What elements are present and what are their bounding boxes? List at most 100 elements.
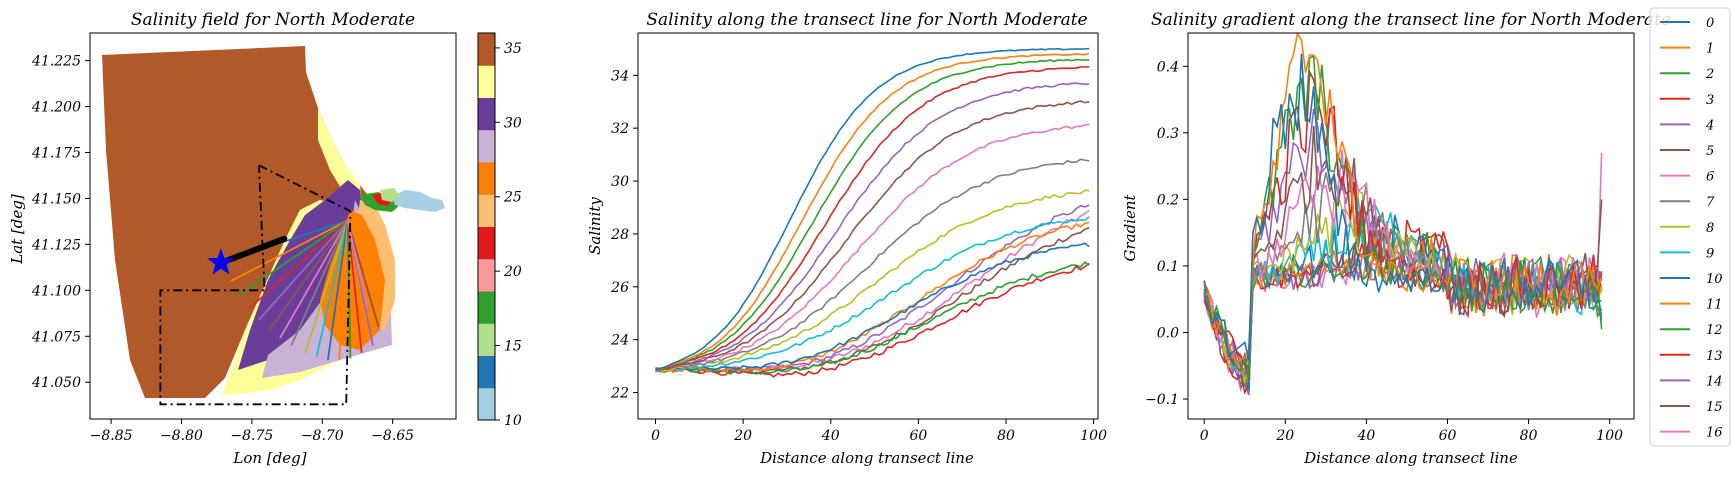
map-y-ticks: 41.050 41.075 41.100 41.125 41.150 41.175 41.2… — [31, 54, 90, 391]
salinity-x-tick-label: 20 — [733, 428, 752, 444]
map-x-label: Lon [deg] — [232, 449, 306, 467]
gradient-x-label: Distance along transect line — [1303, 449, 1518, 467]
field-region-river-plume — [392, 190, 445, 212]
colorbar-segment — [478, 194, 495, 227]
map-overlays — [159, 164, 380, 406]
legend-label-8: 8 — [1706, 221, 1714, 236]
colorbar-segment — [478, 97, 495, 131]
map-x-tick-label: −8.75 — [230, 428, 273, 444]
map-y-tick-label: 41.150 — [31, 191, 81, 207]
legend-label-4: 4 — [1705, 118, 1714, 133]
salinity-series-7 — [655, 158, 1090, 370]
salinity-series-5 — [655, 100, 1090, 372]
gradient-y-tick-label: 0.2 — [1157, 192, 1179, 208]
transect-line-5 — [268, 219, 349, 332]
colorbar-tick-label: 15 — [504, 339, 522, 355]
gradient-axes-frame — [1187, 32, 1635, 420]
legend-label-14: 14 — [1706, 374, 1723, 389]
colorbar-segment — [478, 387, 495, 421]
salinity-series-3 — [655, 66, 1090, 370]
gradient-series-4 — [1203, 107, 1603, 376]
colorbar-segment — [478, 162, 495, 195]
map-y-tick-label: 41.200 — [31, 100, 81, 116]
gradient-series-6 — [1203, 149, 1603, 374]
colorbar-tick-label: 35 — [504, 41, 522, 57]
colorbar-frame — [477, 32, 496, 421]
salinity-y-tick-label: 32 — [611, 121, 629, 137]
map-panel: Salinity field for North Moderate −8.85 −… — [8, 10, 522, 467]
salinity-x-ticks: 0 20 40 60 80 100 — [651, 419, 1107, 444]
colorbar-segment — [478, 65, 495, 98]
salinity-y-tick-label: 26 — [610, 280, 629, 296]
gradient-y-tick-label: 0.3 — [1157, 126, 1179, 142]
gradient-y-tick-label: 0.4 — [1157, 59, 1179, 75]
gradient-series-0 — [1203, 53, 1602, 361]
colorbar-ticks: 10 15 20 25 30 35 — [495, 41, 522, 429]
transect-line-12 — [346, 220, 352, 359]
gradient-x-tick-label: 20 — [1275, 428, 1294, 444]
gradient-y-tick-label: 0.1 — [1157, 259, 1179, 275]
map-title: Salinity field for North Moderate — [131, 10, 415, 30]
map-y-tick-label: 41.225 — [31, 54, 81, 70]
gradient-y-label: Gradient — [1121, 193, 1139, 261]
map-x-tick-label: −8.70 — [301, 428, 344, 444]
field-region-27 — [320, 210, 385, 350]
transect-line-3 — [248, 219, 349, 310]
salinity-series-0 — [655, 47, 1090, 371]
salinity-y-label: Salinity — [586, 197, 604, 255]
salinity-series-6 — [655, 123, 1090, 372]
legend-label-12: 12 — [1706, 323, 1723, 338]
colorbar-segment — [478, 355, 495, 389]
legend-label-16: 16 — [1706, 426, 1723, 441]
salinity-panel: Salinity along the transect line for Nor… — [586, 10, 1107, 467]
gradient-y-tick-label: 0.0 — [1157, 325, 1179, 341]
salinity-series-10 — [655, 242, 1090, 372]
colorbar-tick-label: 20 — [503, 264, 522, 280]
gradient-series — [1203, 33, 1603, 396]
star-marker-icon — [207, 248, 235, 275]
gradient-y-tick-label: −0.1 — [1145, 392, 1179, 408]
salinity-x-tick-label: 0 — [651, 428, 660, 444]
salinity-x-tick-label: 100 — [1080, 428, 1107, 444]
colorbar-tick-label: 10 — [504, 413, 522, 429]
salinity-series — [655, 47, 1090, 378]
colorbar-tick-label: 30 — [504, 115, 522, 131]
map-y-tick-label: 41.175 — [31, 145, 81, 161]
salinity-series-12 — [655, 261, 1090, 375]
legend-label-0: 0 — [1706, 16, 1714, 31]
colorbar-segment — [478, 33, 495, 66]
gradient-x-tick-label: 40 — [1356, 428, 1375, 444]
field-region-35 — [102, 46, 372, 398]
gradient-x-tick-label: 60 — [1439, 428, 1457, 444]
transect-line-11 — [338, 220, 349, 361]
colorbar-segment — [478, 258, 495, 292]
legend-label-13: 13 — [1706, 349, 1723, 364]
transect-line-1 — [230, 219, 349, 282]
legend-label-11: 11 — [1706, 298, 1723, 313]
colorbar-segment — [478, 291, 495, 324]
salinity-x-tick-label: 40 — [821, 428, 840, 444]
map-x-tick-label: −8.80 — [160, 428, 203, 444]
legend-label-2: 2 — [1705, 67, 1714, 82]
transect-line-2 — [237, 219, 349, 297]
transect-line-15 — [346, 220, 380, 328]
field-region-river-mid — [380, 188, 400, 202]
salinity-axes-frame — [637, 32, 1099, 420]
salinity-y-tick-label: 34 — [611, 68, 629, 84]
salinity-x-tick-label: 80 — [997, 428, 1015, 444]
gradient-x-ticks: 0 20 40 60 80 100 — [1200, 419, 1623, 444]
legend-label-6: 6 — [1706, 170, 1714, 185]
transect-line-4 — [258, 219, 349, 321]
legend-label-3: 3 — [1706, 93, 1714, 108]
salinity-series-2 — [655, 58, 1090, 371]
map-y-tick-label: 41.125 — [31, 237, 81, 253]
map-x-tick-label: −8.85 — [90, 428, 133, 444]
gradient-panel: Salinity gradient along the transect lin… — [1121, 10, 1671, 467]
salinity-y-tick-label: 28 — [610, 227, 629, 243]
map-y-tick-label: 41.100 — [31, 283, 81, 299]
salinity-series-1 — [655, 52, 1090, 372]
colorbar — [478, 33, 495, 421]
gradient-x-tick-label: 100 — [1596, 428, 1623, 444]
